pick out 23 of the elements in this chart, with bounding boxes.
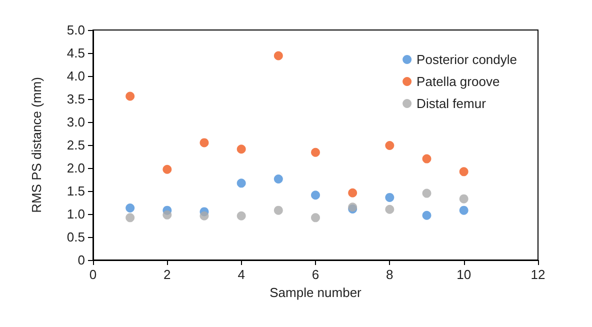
legend-label: Distal femur xyxy=(416,96,487,111)
x-tick-label: 2 xyxy=(164,267,171,282)
y-tick-label: 1.5 xyxy=(66,184,85,198)
x-tick-label: 0 xyxy=(89,267,97,282)
y-tick-label: 3.0 xyxy=(66,114,85,130)
x-tick-label: 12 xyxy=(530,267,546,282)
x-tick-label: 8 xyxy=(386,267,394,282)
y-tick-label: 4.5 xyxy=(66,46,85,60)
x-tick-label: 6 xyxy=(312,267,320,282)
y-tick-label: 2.0 xyxy=(66,160,85,176)
y-tick-label: 0.5 xyxy=(66,230,85,244)
legend-label: Patella groove xyxy=(416,74,500,89)
legend-label: Posterior condyle xyxy=(416,52,518,67)
y-axis-title: RMS PS distance (mm) xyxy=(29,77,44,213)
y-tick-label: 4.0 xyxy=(66,68,85,84)
y-tick-label: 2.5 xyxy=(66,138,85,152)
x-axis-title: Sample number xyxy=(270,285,362,300)
y-tick-label: 3.5 xyxy=(66,92,85,106)
x-tick-label: 10 xyxy=(456,267,472,282)
x-tick-label: 4 xyxy=(238,267,245,282)
y-tick-label: 5.0 xyxy=(66,22,85,38)
y-tick-label: 1.0 xyxy=(66,206,85,222)
y-tick-label: 0 xyxy=(78,252,85,268)
